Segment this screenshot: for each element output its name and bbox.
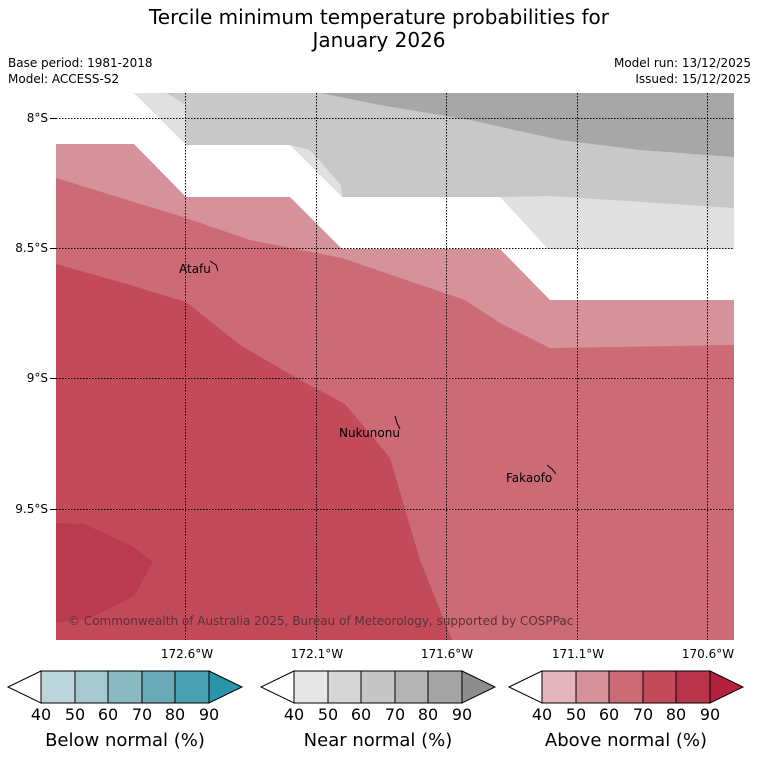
near-normal-shading bbox=[134, 93, 734, 249]
place-label-nukunonu: Nukunonu bbox=[339, 426, 400, 440]
cb-near-tick: 80 bbox=[417, 705, 439, 724]
cb-above-tick: 50 bbox=[565, 705, 587, 724]
cb-near-tick: 60 bbox=[350, 705, 372, 724]
cb-below-tick: 40 bbox=[30, 705, 52, 724]
copyright-notice: © Commonwealth of Australia 2025, Bureau… bbox=[68, 614, 574, 628]
issued-date: Issued: 15/12/2025 bbox=[635, 72, 751, 86]
colorbar-segment bbox=[608, 670, 644, 704]
lat-ticks bbox=[50, 118, 56, 510]
title-line-1: Tercile minimum temperature probabilitie… bbox=[148, 5, 610, 29]
cb-below-tick: 70 bbox=[131, 705, 153, 724]
graticule bbox=[56, 93, 734, 640]
above-normal-80-region bbox=[56, 523, 153, 623]
cb-above-low-extension bbox=[507, 670, 543, 704]
colorbar-segment bbox=[327, 670, 362, 704]
cb-below-high-extension bbox=[208, 670, 244, 704]
lat-label-8.5S: 8.5°S bbox=[15, 241, 48, 255]
lat-label-9S: 9°S bbox=[26, 371, 48, 385]
place-label-atafu: Atafu bbox=[179, 262, 211, 276]
cb-near-tick: 70 bbox=[384, 705, 406, 724]
nukunonu-outline bbox=[394, 415, 401, 430]
cb-above-tick: 40 bbox=[531, 705, 553, 724]
near-normal-70-region bbox=[320, 93, 734, 157]
colorbar-segment bbox=[394, 670, 429, 704]
colorbar-segment bbox=[293, 670, 329, 704]
colorbar-segment bbox=[427, 670, 463, 704]
colorbar-segment bbox=[107, 670, 143, 704]
cb-above-label: Above normal (%) bbox=[544, 730, 708, 751]
cb-below-tick: 50 bbox=[64, 705, 86, 724]
place-label-fakaofo: Fakaofo bbox=[506, 471, 553, 485]
lon-label-171.6W: 171.6°W bbox=[420, 647, 474, 661]
colorbar-near-normal bbox=[259, 670, 497, 704]
colorbar-segment bbox=[74, 670, 109, 704]
cb-below-low-extension bbox=[6, 670, 42, 704]
colorbar-segment bbox=[40, 670, 76, 704]
colorbar-segment bbox=[675, 670, 711, 704]
lon-label-171.1W: 171.1°W bbox=[551, 647, 605, 661]
colorbar-segment bbox=[575, 670, 610, 704]
model-run: Model run: 13/12/2025 bbox=[613, 56, 751, 70]
lon-label-170.6W: 170.6°W bbox=[681, 647, 735, 661]
lat-label-9.5S: 9.5°S bbox=[15, 502, 48, 516]
colorbar-above-normal bbox=[507, 670, 745, 704]
fakaofo-outline bbox=[546, 464, 557, 475]
cb-near-low-extension bbox=[259, 670, 295, 704]
cb-above-tick: 80 bbox=[665, 705, 687, 724]
colorbar-segment bbox=[642, 670, 677, 704]
atoll-outlines bbox=[209, 260, 557, 475]
colorbar-segment bbox=[141, 670, 176, 704]
above-normal-shading bbox=[56, 144, 734, 640]
lon-label-172.1W: 172.1°W bbox=[290, 647, 344, 661]
cb-below-tick: 80 bbox=[164, 705, 186, 724]
lon-label-172.6W: 172.6°W bbox=[160, 647, 214, 661]
cb-below-tick: 60 bbox=[97, 705, 119, 724]
cb-near-tick: 40 bbox=[283, 705, 305, 724]
cb-near-label: Near normal (%) bbox=[303, 730, 453, 751]
base-period: Base period: 1981-2018 bbox=[8, 56, 153, 70]
cb-above-tick: 90 bbox=[699, 705, 721, 724]
colorbar-segment bbox=[174, 670, 210, 704]
atafu-outline bbox=[209, 260, 219, 272]
cb-near-tick: 50 bbox=[317, 705, 339, 724]
cb-above-tick: 60 bbox=[598, 705, 620, 724]
title-line-2: January 2026 bbox=[312, 28, 446, 52]
cb-below-label: Below normal (%) bbox=[45, 730, 205, 751]
colorbar-below-normal bbox=[6, 670, 244, 704]
cb-above-tick: 70 bbox=[632, 705, 654, 724]
above-normal-70-region bbox=[56, 264, 452, 640]
lat-label-8S: 8°S bbox=[26, 111, 48, 125]
colorbar-segment bbox=[541, 670, 577, 704]
cb-above-high-extension bbox=[709, 670, 745, 704]
cb-near-tick: 90 bbox=[451, 705, 473, 724]
cb-near-high-extension bbox=[461, 670, 497, 704]
colorbar-segment bbox=[360, 670, 396, 704]
cb-below-tick: 90 bbox=[198, 705, 220, 724]
model-name: Model: ACCESS-S2 bbox=[8, 72, 120, 86]
